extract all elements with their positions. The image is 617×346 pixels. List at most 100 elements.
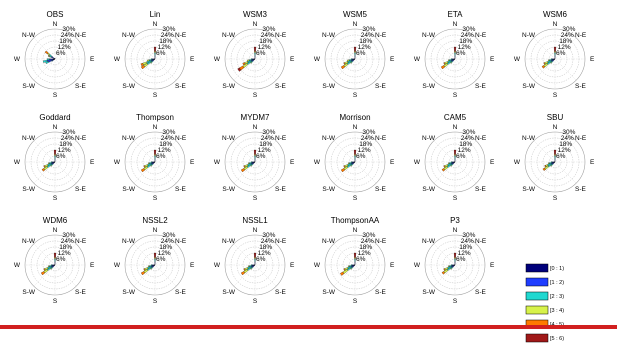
rose-petal-segment [250, 165, 252, 167]
direction-label-sw: S-W [222, 289, 236, 296]
direction-label-s: S [553, 92, 558, 99]
rose-petal-segment [253, 252, 257, 258]
direction-label-e: E [290, 56, 295, 63]
grid-spoke [33, 140, 77, 184]
rose-petal-segment [543, 62, 546, 65]
direction-label-se: S-E [375, 83, 387, 90]
rose-petal-segment [250, 161, 253, 163]
legend-label: [2 : 3) [550, 294, 564, 300]
ring-label: 18% [559, 141, 572, 148]
rose-petal-segment [50, 161, 53, 163]
ring-label: 24% [461, 32, 474, 39]
direction-label-e: E [190, 262, 195, 269]
panel-title: SBU [547, 113, 564, 122]
rose-petal-segment [247, 162, 250, 165]
wind-rose-panel: 6%12%18%24%30% N N-E E S-E S S-W W N-W P3 [414, 216, 495, 305]
rose-petal-segment [40, 271, 45, 276]
direction-label-se: S-E [275, 83, 287, 90]
rose-petal-segment [41, 168, 45, 172]
direction-label-nw: N-W [522, 32, 536, 39]
rose-petal-segment [153, 46, 157, 52]
panel-title: Morrison [339, 113, 370, 122]
rose-petal-segment [50, 268, 52, 270]
rose-petal-segment [346, 59, 350, 62]
wind-rose-panel: 6%12%18%24%30% N N-E E S-E S S-W W N-W Lin [114, 10, 195, 99]
direction-label-se: S-E [375, 186, 387, 193]
rose-petal-segment [47, 55, 50, 57]
ring-label: 24% [361, 135, 374, 142]
direction-label-s: S [253, 92, 258, 99]
rose-petal-segment [140, 65, 145, 70]
rose-petal-segment [150, 62, 152, 64]
direction-label-w: W [214, 159, 221, 166]
rose-petal-segment [553, 149, 557, 155]
ring-label: 18% [59, 244, 72, 251]
rose-petal-segment [541, 65, 545, 69]
direction-label-n: N [253, 21, 258, 28]
rose-petal-segment [250, 264, 253, 266]
ring-label: 12% [558, 147, 571, 154]
rose-petal-segment [240, 168, 245, 173]
ring-label: 6% [556, 50, 566, 57]
panel-title: CAM5 [444, 113, 467, 122]
ring-label: 18% [59, 38, 72, 45]
ring-label: 6% [256, 256, 266, 263]
direction-label-n: N [53, 21, 58, 28]
direction-label-se: S-E [175, 186, 187, 193]
ring-label: 12% [458, 44, 471, 51]
rose-petal-segment [347, 265, 350, 268]
rose-petal-segment [350, 161, 353, 163]
rose-petal-segment [353, 149, 357, 155]
direction-label-w: W [114, 262, 121, 269]
ring-label: 6% [156, 256, 166, 263]
rose-petal-segment [42, 60, 48, 63]
ring-label: 6% [56, 153, 66, 160]
direction-label-s: S [553, 195, 558, 202]
direction-label-sw: S-W [522, 83, 536, 90]
direction-label-sw: S-W [422, 186, 436, 193]
direction-label-nw: N-W [522, 135, 536, 142]
panel-title: MYDM7 [241, 113, 270, 122]
wind-rose-panel: 6%12%18%24%30% N N-E E S-E S S-W W N-W WSM6 [514, 10, 595, 99]
rose-petal-segment [150, 268, 152, 270]
direction-label-e: E [290, 159, 295, 166]
direction-label-ne: N-E [575, 32, 587, 39]
rose-petal-segment [547, 162, 550, 165]
ring-label: 30% [62, 232, 75, 239]
ring-label: 24% [61, 135, 74, 142]
panel-title: ThompsonAA [331, 216, 380, 225]
direction-label-sw: S-W [122, 289, 136, 296]
rose-petal-segment [544, 165, 547, 168]
rose-petal-segment [343, 165, 346, 168]
rose-petal-segment [542, 167, 546, 171]
direction-label-nw: N-W [222, 238, 236, 245]
rose-petal-segment [50, 165, 52, 167]
direction-label-se: S-E [175, 83, 187, 90]
wind-rose-panel: 6%12%18%24%30% N N-E E S-E S S-W W N-W WDM6 [14, 216, 95, 305]
direction-label-sw: S-W [322, 83, 336, 90]
rose-petal-segment [350, 268, 352, 270]
direction-label-w: W [314, 159, 321, 166]
rose-petal-segment [140, 168, 145, 173]
rose-petal-segment [340, 65, 345, 70]
ring-label: 12% [58, 250, 71, 257]
direction-label-nw: N-W [122, 238, 136, 245]
legend-label: [0 : 1) [550, 266, 564, 272]
rose-petal-segment [140, 62, 144, 67]
direction-label-ne: N-E [75, 32, 87, 39]
legend-swatch [525, 333, 549, 343]
ring-label: 30% [262, 232, 275, 239]
rose-petal-segment [550, 62, 552, 64]
rose-petal-segment [447, 59, 450, 62]
direction-label-n: N [153, 21, 158, 28]
direction-label-e: E [390, 262, 395, 269]
wind-rose-panel: 6%12%18%24%30% N N-E E S-E S S-W W N-W NSSL2 [114, 216, 195, 305]
rose-petal-segment [547, 59, 550, 62]
rose-petal-segment [150, 264, 153, 266]
ring-label: 24% [361, 32, 374, 39]
grid-spoke [233, 243, 277, 287]
direction-label-w: W [114, 159, 121, 166]
ring-label: 12% [58, 44, 71, 51]
grid-spoke [433, 140, 477, 184]
rose-petal-segment [450, 58, 453, 60]
